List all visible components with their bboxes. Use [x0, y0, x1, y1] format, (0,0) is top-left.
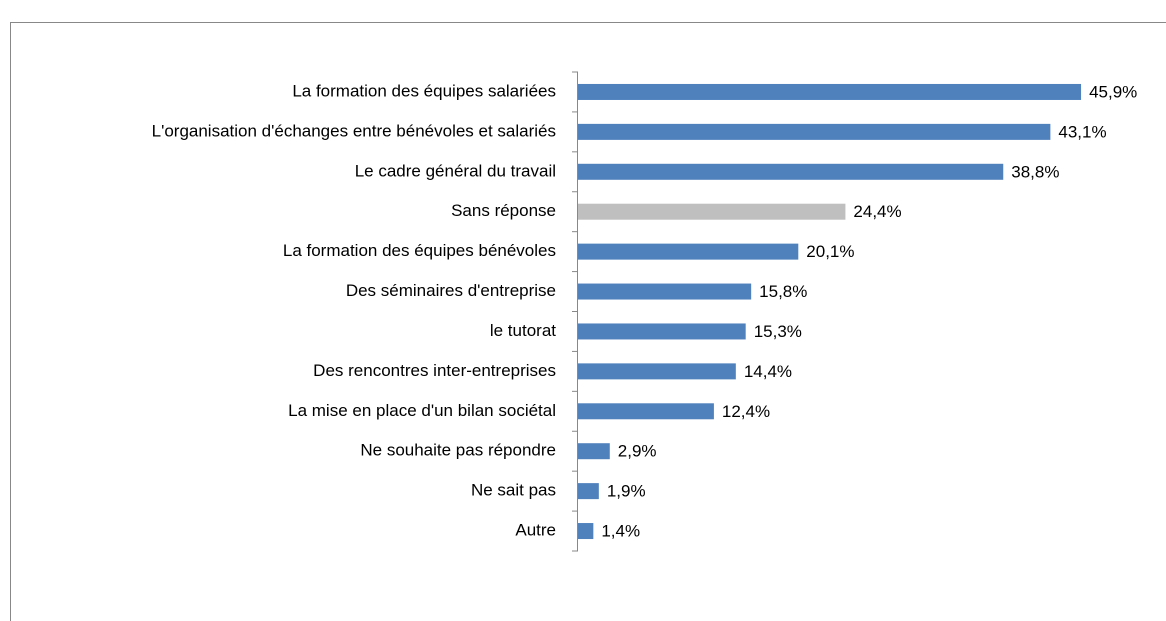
bar — [578, 363, 736, 380]
value-label: 15,3% — [754, 322, 802, 341]
value-label: 14,4% — [744, 362, 792, 381]
category-label: Autre — [515, 521, 556, 540]
value-label: 2,9% — [618, 442, 657, 461]
chart-border — [10, 22, 1166, 621]
bar — [578, 123, 1051, 140]
value-label: 12,4% — [722, 402, 770, 421]
category-label: Sans réponse — [451, 201, 556, 220]
category-label: La mise en place d'un bilan sociétal — [288, 401, 556, 420]
bar — [578, 243, 799, 260]
bar — [578, 523, 594, 540]
category-label: Des séminaires d'entreprise — [346, 281, 556, 300]
value-label: 45,9% — [1089, 82, 1137, 101]
bar — [578, 323, 746, 340]
category-label: La formation des équipes salariées — [292, 81, 556, 100]
category-label: Le cadre général du travail — [355, 161, 556, 180]
category-label: Ne sait pas — [471, 481, 556, 500]
bar — [578, 403, 714, 420]
bar — [578, 163, 1004, 180]
value-label: 24,4% — [853, 202, 901, 221]
bar — [578, 83, 1082, 100]
bar — [578, 203, 846, 220]
value-label: 38,8% — [1011, 162, 1059, 181]
category-label: Ne souhaite pas répondre — [360, 441, 556, 460]
value-label: 43,1% — [1058, 122, 1106, 141]
value-label: 20,1% — [806, 242, 854, 261]
value-label: 1,4% — [601, 522, 640, 541]
bar — [578, 283, 752, 300]
value-label: 15,8% — [759, 282, 807, 301]
category-label: Des rencontres inter-entreprises — [313, 361, 556, 380]
category-label: La formation des équipes bénévoles — [283, 241, 556, 260]
category-label: L'organisation d'échanges entre bénévole… — [152, 121, 556, 140]
value-label: 1,9% — [607, 482, 646, 501]
bar — [578, 483, 599, 500]
category-label: le tutorat — [490, 321, 556, 340]
bar — [578, 443, 610, 460]
